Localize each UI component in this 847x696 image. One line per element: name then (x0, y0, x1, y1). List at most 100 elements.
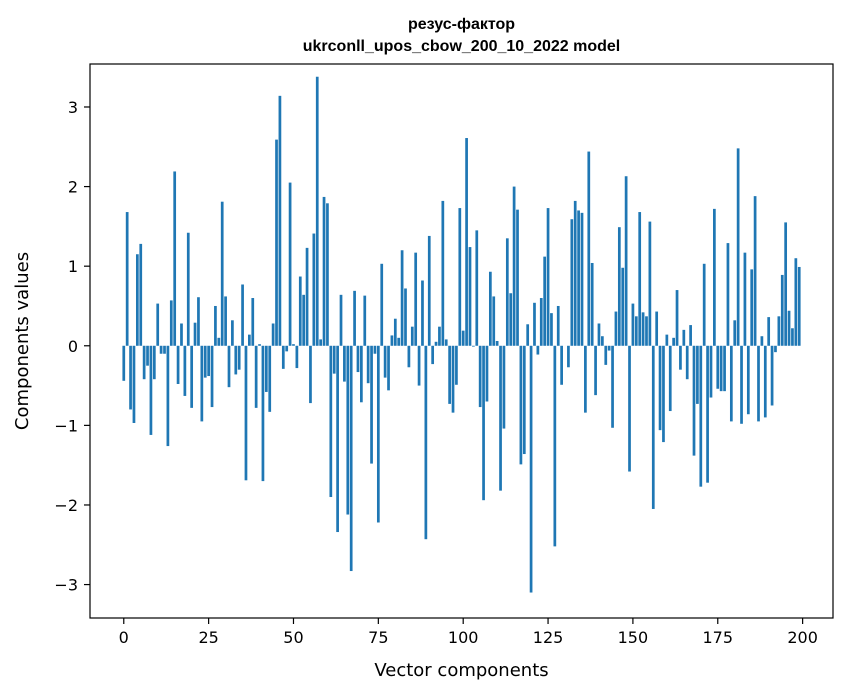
bar-23 (200, 345, 204, 422)
bar-7 (146, 345, 149, 366)
bar-8 (149, 345, 153, 435)
bar-187 (757, 345, 760, 422)
y-tick-label: 1 (68, 257, 78, 276)
bar-36 (244, 345, 248, 481)
bar-160 (665, 334, 669, 346)
bar-179 (729, 345, 733, 422)
bar-39 (254, 345, 258, 408)
bar-46 (278, 95, 282, 346)
bar-54 (305, 247, 309, 346)
bar-37 (248, 334, 251, 346)
bar-69 (356, 345, 360, 373)
bar-67 (349, 345, 353, 572)
bar-181 (736, 148, 740, 346)
bar-118 (522, 345, 526, 455)
bar-16 (176, 345, 180, 384)
bar-184 (746, 345, 750, 415)
bar-134 (577, 210, 580, 346)
bar-98 (455, 345, 458, 385)
bar-55 (309, 345, 312, 404)
bar-107 (485, 345, 489, 402)
bar-70 (360, 345, 363, 403)
bar-141 (601, 336, 604, 346)
bar-197 (791, 328, 794, 346)
bar-29 (220, 201, 224, 346)
bar-120 (529, 345, 533, 593)
bar-131 (567, 345, 570, 368)
bar-40 (258, 344, 261, 346)
bar-77 (383, 345, 387, 378)
bar-167 (689, 325, 692, 346)
bar-180 (733, 320, 737, 346)
bar-61 (329, 345, 333, 498)
y-tick-label: 0 (68, 337, 78, 356)
bar-102 (468, 247, 472, 346)
bar-105 (478, 345, 482, 408)
bar-20 (190, 345, 194, 408)
bar-143 (607, 345, 611, 351)
bar-190 (767, 317, 771, 346)
x-axis-label: Vector components (374, 660, 548, 681)
bar-182 (740, 345, 743, 424)
bar-89 (424, 345, 428, 540)
bar-64 (339, 294, 343, 346)
bar-25 (207, 345, 210, 377)
y-tick-label: 2 (68, 178, 78, 197)
bar-93 (438, 326, 441, 346)
bar-106 (482, 345, 485, 501)
bar-58 (319, 339, 322, 346)
x-tick-label: 125 (533, 628, 564, 647)
bar-194 (780, 274, 784, 346)
x-tick-label: 50 (283, 628, 303, 647)
bar-43 (268, 345, 272, 412)
bar-48 (285, 345, 289, 352)
bar-186 (753, 196, 757, 346)
bar-155 (648, 221, 652, 346)
bar-104 (475, 230, 479, 346)
bar-164 (679, 345, 682, 370)
bar-166 (685, 345, 689, 380)
bar-129 (560, 345, 563, 385)
bar-195 (784, 222, 788, 346)
bar-174 (713, 208, 716, 346)
bar-148 (624, 176, 628, 346)
bar-189 (763, 345, 767, 418)
bar-90 (427, 235, 431, 346)
bar-140 (597, 323, 601, 346)
bar-72 (366, 345, 370, 384)
bar-168 (692, 345, 696, 456)
bar-27 (214, 305, 217, 346)
bar-14 (169, 300, 173, 346)
bar-80 (393, 318, 397, 346)
bar-5 (139, 243, 143, 346)
bar-123 (539, 298, 543, 346)
bar-125 (546, 208, 550, 346)
bar-165 (682, 329, 686, 346)
bar-59 (322, 196, 326, 346)
bar-42 (264, 345, 268, 392)
bar-53 (302, 294, 306, 346)
bar-56 (312, 233, 316, 346)
x-tick-label: 175 (702, 628, 733, 647)
bar-153 (641, 312, 645, 346)
bar-193 (777, 316, 781, 346)
bar-35 (241, 284, 244, 346)
bar-21 (193, 322, 197, 346)
bar-152 (638, 212, 642, 346)
bar-63 (336, 345, 339, 533)
bar-139 (594, 345, 597, 396)
bar-185 (750, 269, 754, 346)
bar-15 (173, 171, 177, 346)
bar-62 (332, 345, 336, 374)
bar-111 (499, 345, 502, 491)
bar-82 (400, 250, 404, 346)
bar-50 (292, 344, 295, 346)
bar-144 (611, 345, 614, 428)
bar-22 (197, 297, 200, 346)
bar-157 (655, 311, 659, 346)
x-axis-ticks: 0 25 50 75 100 125 150 175 200 (119, 618, 818, 647)
y-tick-label: −1 (54, 416, 78, 435)
bar-97 (451, 345, 455, 413)
bar-84 (407, 345, 411, 368)
